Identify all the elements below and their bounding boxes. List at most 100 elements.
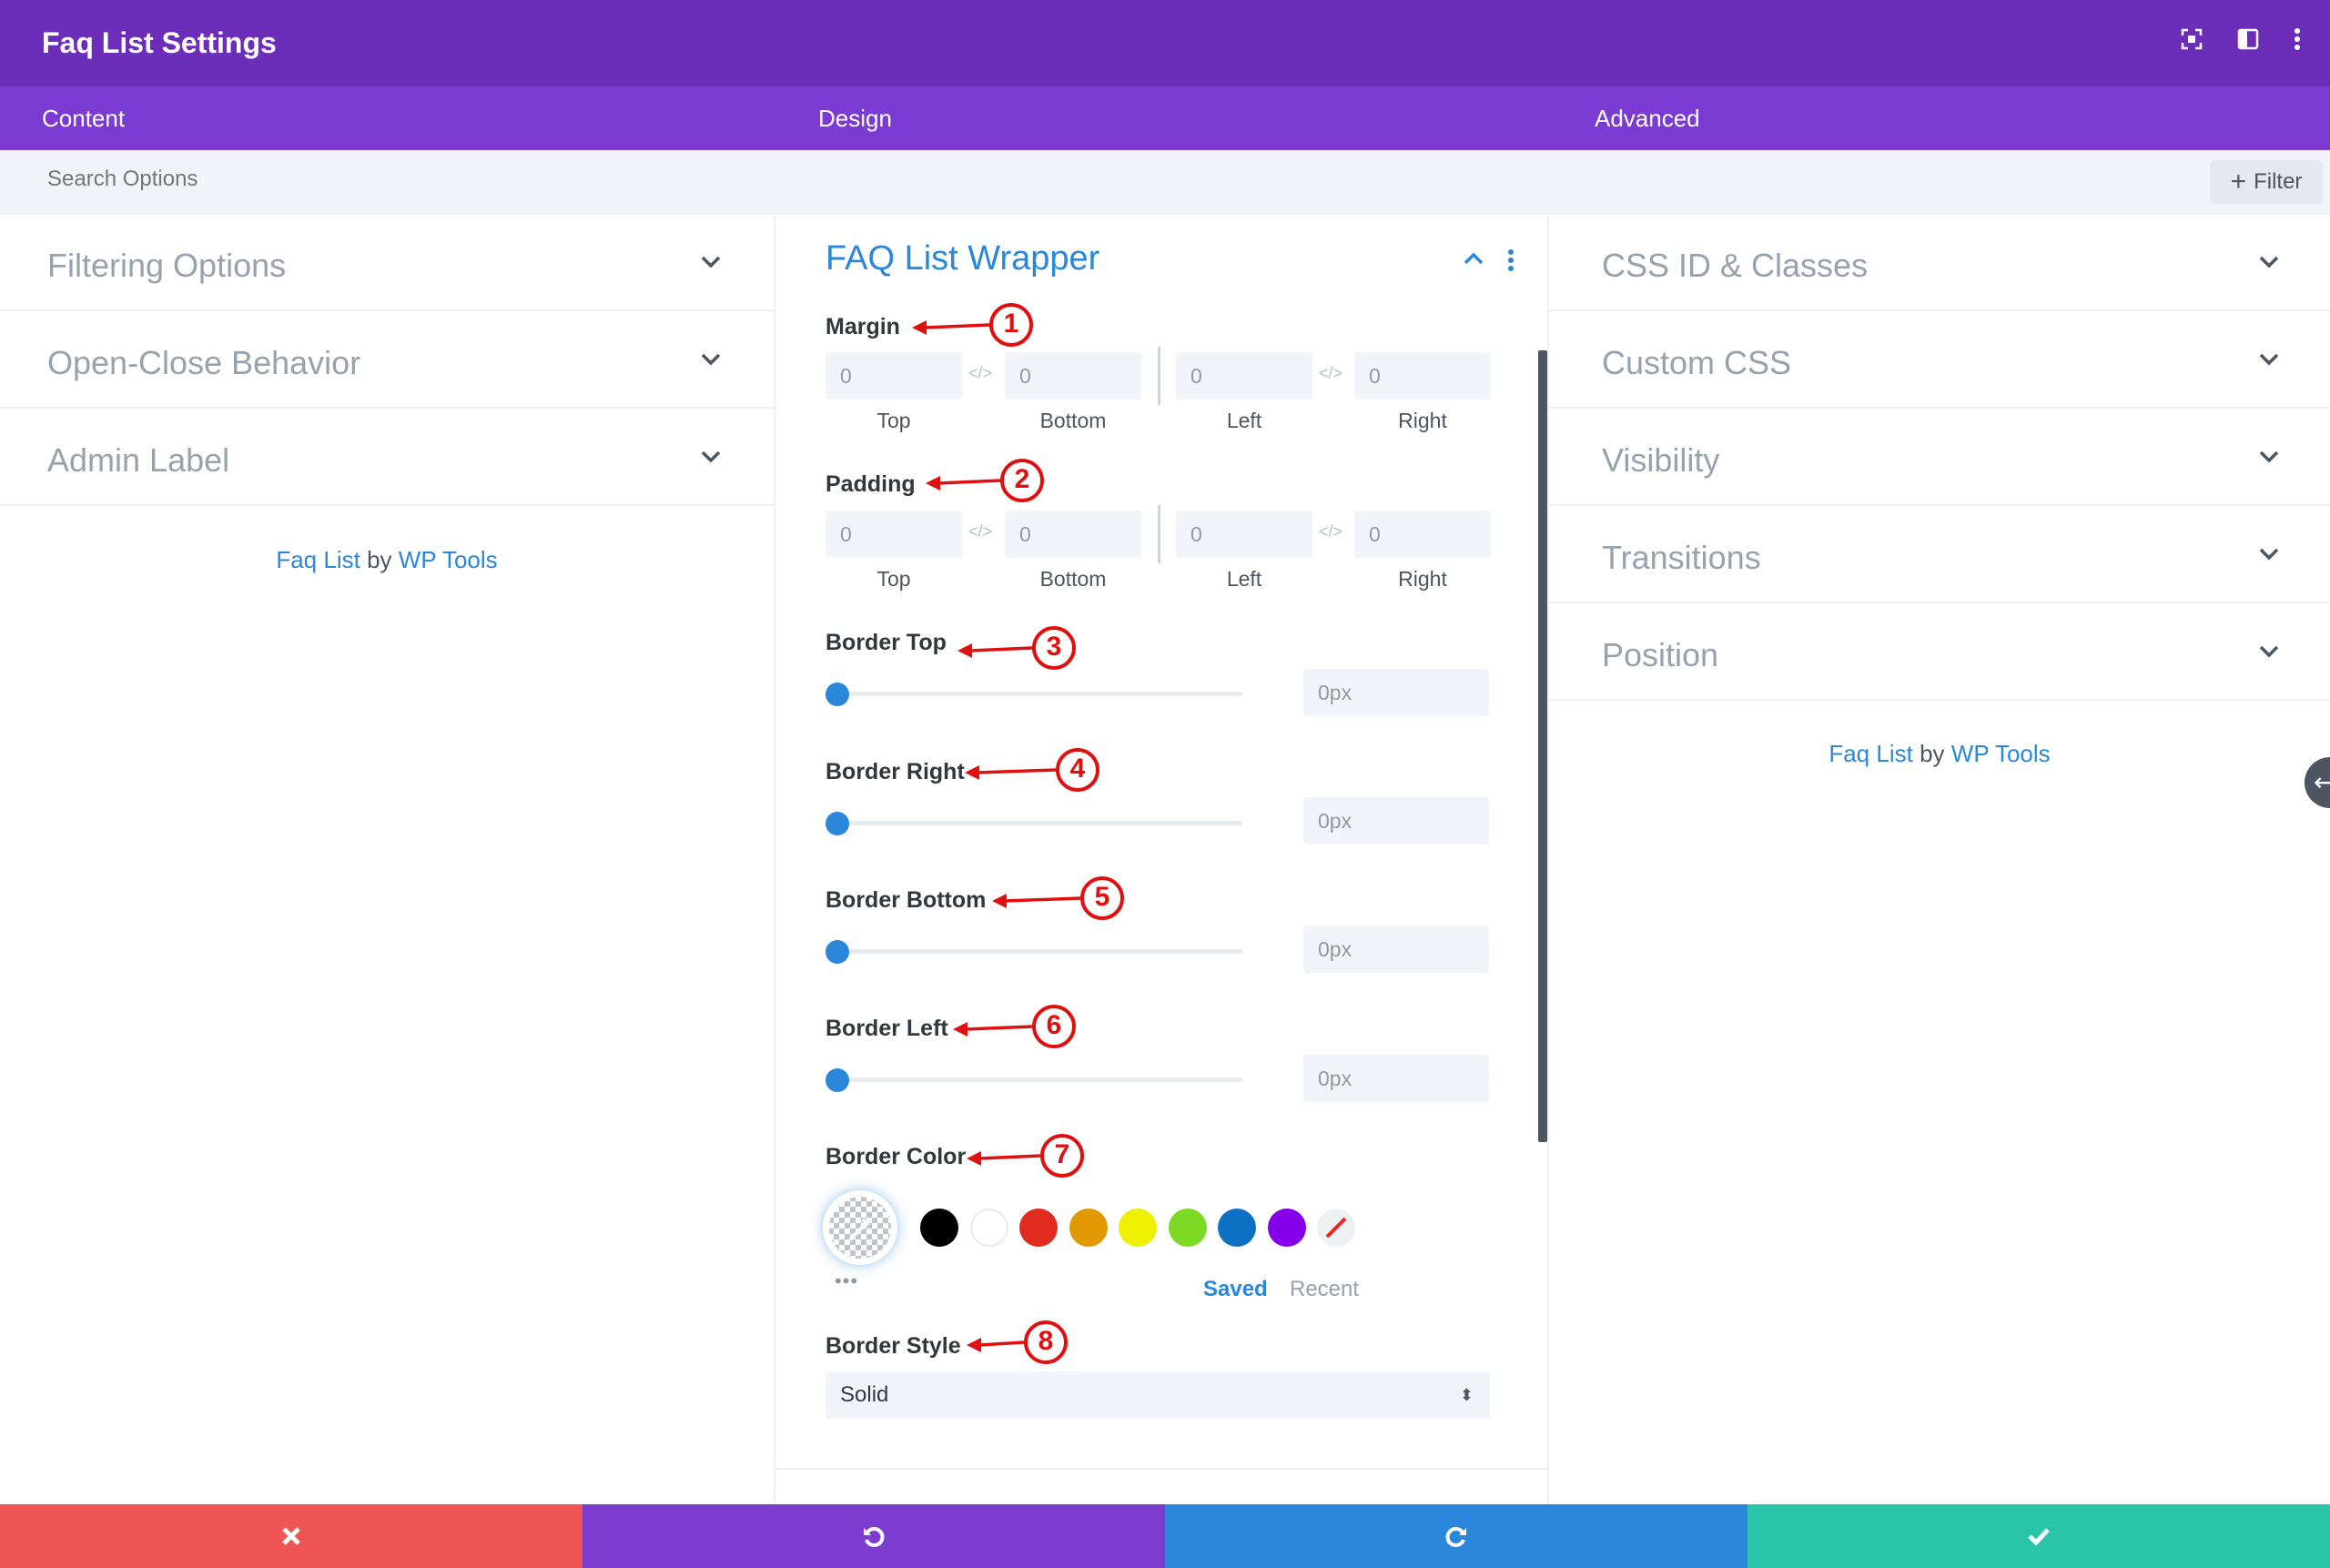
border-left-input[interactable]: 0px: [1303, 1055, 1489, 1102]
slider-track: [833, 692, 1242, 696]
author-link[interactable]: WP Tools: [1950, 740, 2051, 767]
advanced-column: CSS ID & Classes Custom CSS Visibility T…: [1549, 214, 2330, 1504]
toggle-label: Position: [1602, 636, 1719, 673]
color-swatch[interactable]: [920, 1209, 958, 1247]
color-swatch[interactable]: [1119, 1209, 1157, 1247]
annotation-arrow: [926, 459, 1044, 502]
tab-advanced[interactable]: Advanced: [1595, 105, 1700, 132]
slider-handle[interactable]: [826, 812, 849, 835]
border-bottom-slider[interactable]: [826, 937, 1244, 965]
more-colors-icon[interactable]: •••: [834, 1270, 859, 1292]
padding-right-input[interactable]: 0: [1354, 511, 1491, 558]
padding-top-input[interactable]: 0: [826, 511, 962, 558]
link-icon[interactable]: </>: [968, 364, 993, 382]
color-swatch[interactable]: [1019, 1209, 1058, 1247]
annotation-arrow: [953, 1005, 1076, 1048]
color-swatch[interactable]: [969, 1209, 1008, 1247]
toggle-label: CSS ID & Classes: [1602, 247, 1869, 284]
border-right-label: Border Right: [826, 759, 965, 784]
discard-button[interactable]: [0, 1504, 582, 1568]
no-color-icon[interactable]: [1317, 1209, 1355, 1247]
plugin-link[interactable]: Faq List: [1829, 740, 1913, 767]
border-right-slider[interactable]: [826, 809, 1244, 836]
undo-button[interactable]: [582, 1504, 1165, 1568]
color-swatch[interactable]: [1168, 1209, 1207, 1247]
side-label: Top: [876, 567, 911, 591]
border-bottom-label: Border Bottom: [826, 887, 987, 913]
toggle-visibility[interactable]: Visibility: [1549, 409, 2330, 506]
side-label: Top: [876, 409, 911, 432]
link-icon[interactable]: </>: [1319, 364, 1343, 382]
redo-button[interactable]: [1165, 1504, 1748, 1568]
color-swatch[interactable]: [1218, 1209, 1256, 1247]
author-link[interactable]: WP Tools: [398, 546, 498, 573]
scrollbar[interactable]: [1538, 350, 1547, 1142]
border-left-slider[interactable]: [826, 1066, 1244, 1093]
annotation-arrow: [912, 303, 1033, 347]
padding-label: Padding: [826, 471, 916, 497]
padding-bottom-input[interactable]: 0: [1005, 511, 1141, 558]
border-right-input[interactable]: 0px: [1303, 797, 1489, 845]
content-column: Filtering Options Open-Close Behavior Ad…: [0, 214, 774, 1504]
border-top-input[interactable]: 0px: [1303, 669, 1489, 716]
margin-bottom-input[interactable]: 0: [1005, 352, 1141, 400]
side-label: Bottom: [1039, 409, 1107, 432]
link-icon[interactable]: </>: [968, 522, 993, 541]
credit-by: by: [1920, 740, 1945, 767]
split-view-icon[interactable]: [2237, 28, 2259, 50]
color-picker-button[interactable]: [823, 1190, 897, 1265]
chevron-up-icon[interactable]: [1464, 252, 1484, 265]
border-style-select[interactable]: Solid ⬍: [826, 1371, 1490, 1419]
chevron-down-icon: [2259, 450, 2279, 463]
slider-handle[interactable]: [826, 940, 849, 964]
plugin-link[interactable]: Faq List: [276, 546, 360, 573]
toggle-filtering-options[interactable]: Filtering Options: [0, 214, 774, 311]
undo-icon: [864, 1527, 885, 1547]
section-title[interactable]: FAQ List Wrapper: [826, 239, 1100, 278]
search-bar: + Filter: [0, 150, 2330, 214]
toggle-open-close-behavior[interactable]: Open-Close Behavior: [0, 311, 774, 409]
expand-icon[interactable]: [2181, 28, 2203, 50]
annotation-number: 7: [1054, 1139, 1070, 1169]
slider-handle[interactable]: [826, 1068, 849, 1092]
toggle-position[interactable]: Position: [1549, 603, 2330, 701]
margin-right-input[interactable]: 0: [1354, 352, 1491, 400]
recent-colors-tab[interactable]: Recent: [1290, 1277, 1360, 1301]
filter-button[interactable]: + Filter: [2210, 160, 2323, 204]
divider: [775, 1468, 1547, 1470]
toggle-label: Filtering Options: [47, 247, 287, 284]
saved-colors-tab[interactable]: Saved: [1203, 1277, 1268, 1301]
color-swatch[interactable]: [1069, 1209, 1108, 1247]
tab-content[interactable]: Content: [42, 105, 126, 132]
toggle-label: Custom CSS: [1602, 344, 1792, 381]
save-button[interactable]: [1748, 1504, 2330, 1568]
tab-bar: Content Design Advanced: [0, 86, 2330, 150]
more-options-icon[interactable]: [2294, 27, 2301, 51]
plus-icon: +: [2230, 167, 2247, 197]
credit-by: by: [367, 546, 392, 573]
border-bottom-input[interactable]: 0px: [1303, 926, 1489, 973]
chevron-down-icon: [2259, 353, 2279, 366]
margin-top-input[interactable]: 0: [826, 352, 962, 400]
plugin-credit: Faq List by WP Tools: [1549, 740, 2330, 768]
slider-handle[interactable]: [826, 683, 849, 706]
toggle-css-id-classes[interactable]: CSS ID & Classes: [1549, 214, 2330, 311]
padding-left-input[interactable]: 0: [1176, 511, 1312, 558]
divider: [1158, 347, 1160, 405]
redo-icon: [1445, 1527, 1466, 1547]
border-top-slider[interactable]: [826, 680, 1244, 707]
toggle-transitions[interactable]: Transitions: [1549, 506, 2330, 603]
color-swatch[interactable]: [1267, 1209, 1306, 1247]
annotation-arrow: [965, 748, 1099, 792]
tab-design[interactable]: Design: [818, 105, 892, 132]
divider: [1158, 505, 1160, 563]
section-more-icon[interactable]: [1507, 248, 1514, 272]
toggle-label: Visibility: [1602, 441, 1720, 479]
margin-left-input[interactable]: 0: [1176, 352, 1312, 400]
search-input[interactable]: [47, 167, 593, 192]
plugin-credit: Faq List by WP Tools: [0, 546, 774, 574]
chevron-down-icon: [2259, 645, 2279, 658]
toggle-custom-css[interactable]: Custom CSS: [1549, 311, 2330, 409]
toggle-admin-label[interactable]: Admin Label: [0, 409, 774, 506]
link-icon[interactable]: </>: [1319, 522, 1343, 541]
